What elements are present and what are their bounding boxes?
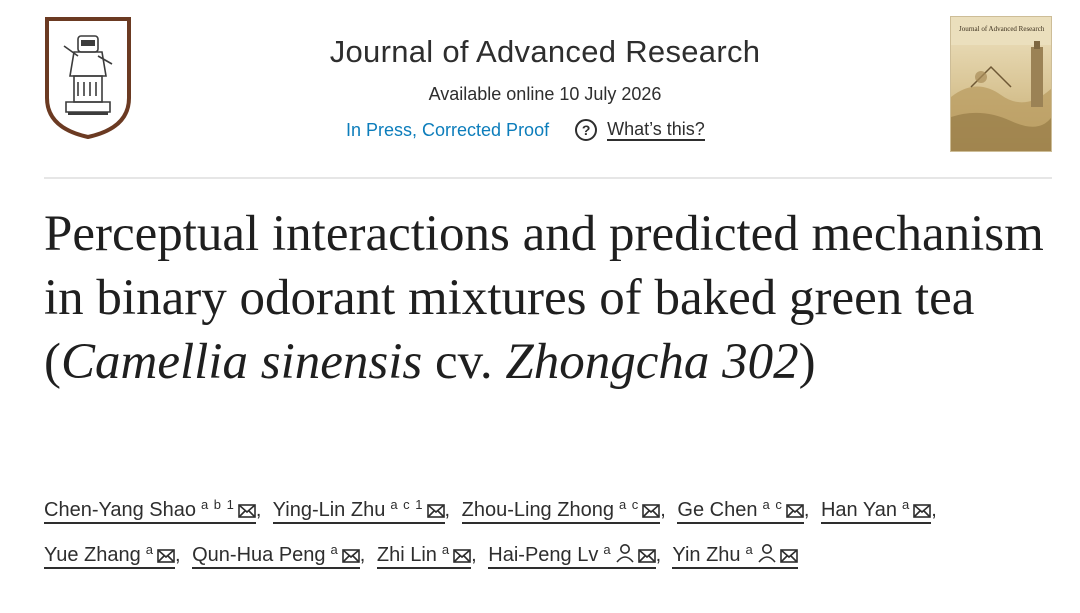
article-status-row: In Press, Corrected Proof ? What’s this? [346,117,705,143]
author-name: Zhou-Ling Zhong [461,499,614,521]
author-separator: , [803,499,810,521]
author-separator: , [655,544,662,566]
envelope-icon [238,494,256,531]
author-affiliation-marks: a [330,542,339,557]
envelope-icon [341,539,360,576]
envelope-icon [426,494,445,531]
article-title: Perceptual interactions and predicted me… [44,202,1054,394]
author-affiliation-marks: a [441,542,451,557]
author-affiliation-marks: a [603,542,612,557]
author-affiliation-marks: a b 1 [200,497,235,512]
author-name: Chen-Yang Shao [44,499,196,521]
author-separator: , [444,499,451,521]
cover-title: Journal of Advanced Research [959,25,1045,33]
author-separator: , [471,544,477,566]
author-affiliation-marks: a c [618,497,640,512]
title-text-1: Perceptual interactions and predicted me… [44,206,1044,390]
title-cultivar-italic: Zhongcha 302 [505,334,799,390]
author-name: Han Yan [820,499,897,521]
author-link[interactable]: Qun-Hua Peng a [192,542,360,569]
author-link[interactable]: Ge Chen a c [677,497,804,524]
author-link[interactable]: Yin Zhu a [672,542,798,569]
envelope-icon [637,539,656,576]
publisher-logo[interactable] [44,16,132,140]
author-separator: , [255,499,262,521]
author-separator: , [931,499,937,521]
title-text-3: ) [798,334,816,390]
envelope-icon [779,539,798,576]
author-name: Zhi Lin [376,544,437,566]
envelope-icon [913,494,931,531]
author-affiliation-marks: a c [762,497,783,512]
author-list: Chen-Yang Shao a b 1, Ying-Lin Zhu a c 1, … [44,486,1054,576]
author-name: Hai-Peng Lv [488,544,599,566]
author-link[interactable]: Zhi Lin a [376,542,472,569]
question-circle-icon[interactable]: ? [575,119,598,141]
title-text-2: cv. [422,334,506,390]
author-link[interactable]: Chen-Yang Shao a b 1 [44,497,256,524]
whats-this-link[interactable]: What’s this? [607,119,705,141]
author-separator: , [359,544,366,566]
author-name: Ge Chen [677,499,758,521]
author-affiliation-marks: a c 1 [390,497,424,512]
corresponding-author-person-icon [615,539,635,576]
author-affiliation-marks: a [745,542,754,557]
author-name: Yue Zhang [44,544,141,566]
envelope-icon [453,539,471,576]
title-species-italic: Camellia sinensis [60,334,423,390]
header-divider [44,177,1052,179]
available-online-date: Available online 10 July 2026 [428,84,662,104]
author-link[interactable]: Ying-Lin Zhu a c 1 [272,497,445,524]
author-link[interactable]: Hai-Peng Lv a [488,542,656,569]
cover-illustration [951,17,1051,151]
envelope-icon [786,494,804,531]
author-name: Yin Zhu [672,544,741,566]
author-link[interactable]: Zhou-Ling Zhong a c [461,497,661,524]
journal-title[interactable]: Journal of Advanced Research [329,34,761,69]
author-separator: , [660,499,666,521]
journal-cover-thumbnail[interactable]: Journal of Advanced Research [950,16,1052,152]
in-press-status-link[interactable]: In Press, Corrected Proof [346,119,550,140]
author-affiliation-marks: a [145,542,154,557]
envelope-icon [157,539,175,576]
corresponding-author-person-icon [757,539,777,576]
author-affiliation-marks: a [901,497,911,512]
author-separator: , [174,544,181,566]
author-name: Ying-Lin Zhu [272,499,386,521]
author-link[interactable]: Yue Zhang a [44,542,175,569]
author-name: Qun-Hua Peng [192,544,326,566]
envelope-icon [642,494,661,531]
author-link[interactable]: Han Yan a [820,497,932,524]
